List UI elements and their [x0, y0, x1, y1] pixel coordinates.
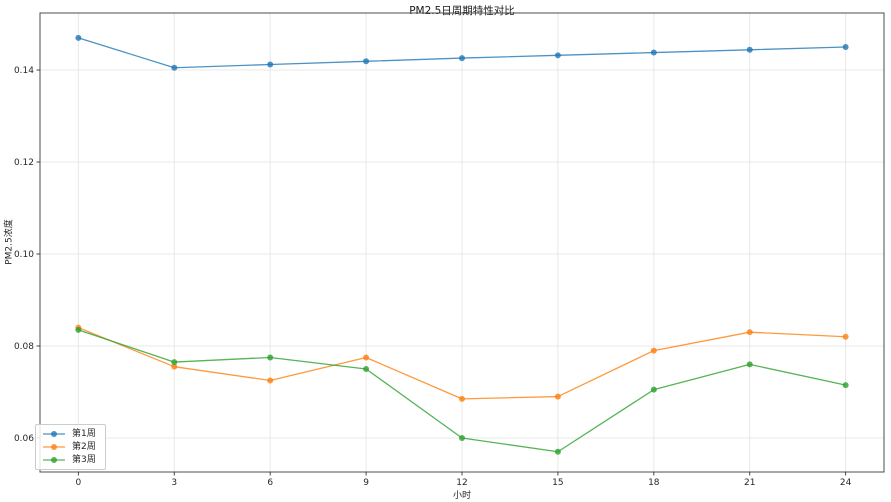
legend-line-marker-icon	[42, 429, 66, 439]
x-tick-label: 12	[456, 478, 467, 488]
legend-label: 第1周	[72, 429, 96, 439]
legend-item-week2: 第2周	[42, 441, 96, 453]
x-tick-label: 3	[171, 478, 177, 488]
series-1-marker	[363, 58, 370, 65]
x-tick-label: 9	[363, 478, 369, 488]
series-1-marker	[554, 52, 561, 59]
series-1-marker	[171, 64, 178, 71]
series-2-marker	[842, 333, 849, 340]
series-3-marker	[650, 386, 657, 393]
y-tick-label: 0.08	[14, 342, 34, 352]
series-2-marker	[746, 329, 753, 336]
chart-title: PM2.5日周期特性对比	[409, 5, 515, 17]
y-tick-label: 0.06	[14, 434, 34, 444]
series-3-marker	[75, 326, 82, 333]
x-tick-label: 0	[75, 478, 81, 488]
series-2-marker	[650, 347, 657, 354]
x-tick-label: 18	[648, 478, 660, 488]
y-tick-label: 0.10	[14, 250, 34, 260]
series-1-marker	[459, 55, 465, 62]
y-tick-label: 0.14	[14, 66, 34, 76]
series-3-marker	[459, 434, 465, 441]
x-tick-label: 15	[552, 478, 563, 488]
x-axis-label: 小时	[452, 491, 471, 501]
x-tick-label: 24	[840, 478, 852, 488]
series-2-marker	[363, 354, 370, 361]
series-1-marker	[650, 49, 657, 56]
legend-label: 第3周	[72, 455, 96, 465]
series-1-marker	[746, 46, 753, 53]
series-2-marker	[171, 363, 178, 370]
series-3-marker	[842, 382, 849, 389]
series-2-marker	[554, 393, 561, 400]
legend-label: 第2周	[72, 442, 96, 452]
legend-line-marker-icon	[42, 455, 66, 465]
series-3-marker	[267, 354, 274, 361]
legend: 第1周 第2周 第3周	[35, 424, 106, 470]
series-2-marker	[267, 377, 274, 384]
legend-item-week3: 第3周	[42, 454, 96, 466]
series-1-marker	[842, 44, 849, 51]
legend-line-marker-icon	[42, 442, 66, 452]
series-3-marker	[554, 448, 561, 455]
series-2-marker	[459, 395, 465, 402]
series-3-marker	[363, 365, 370, 372]
legend-item-week1: 第1周	[42, 428, 96, 440]
series-3-marker	[171, 359, 178, 366]
series-3-marker	[746, 361, 753, 368]
x-tick-label: 6	[267, 478, 273, 488]
series-1-marker	[75, 34, 82, 41]
series-1-marker	[267, 61, 274, 68]
x-tick-label: 21	[744, 478, 755, 488]
y-tick-label: 0.12	[14, 158, 34, 168]
